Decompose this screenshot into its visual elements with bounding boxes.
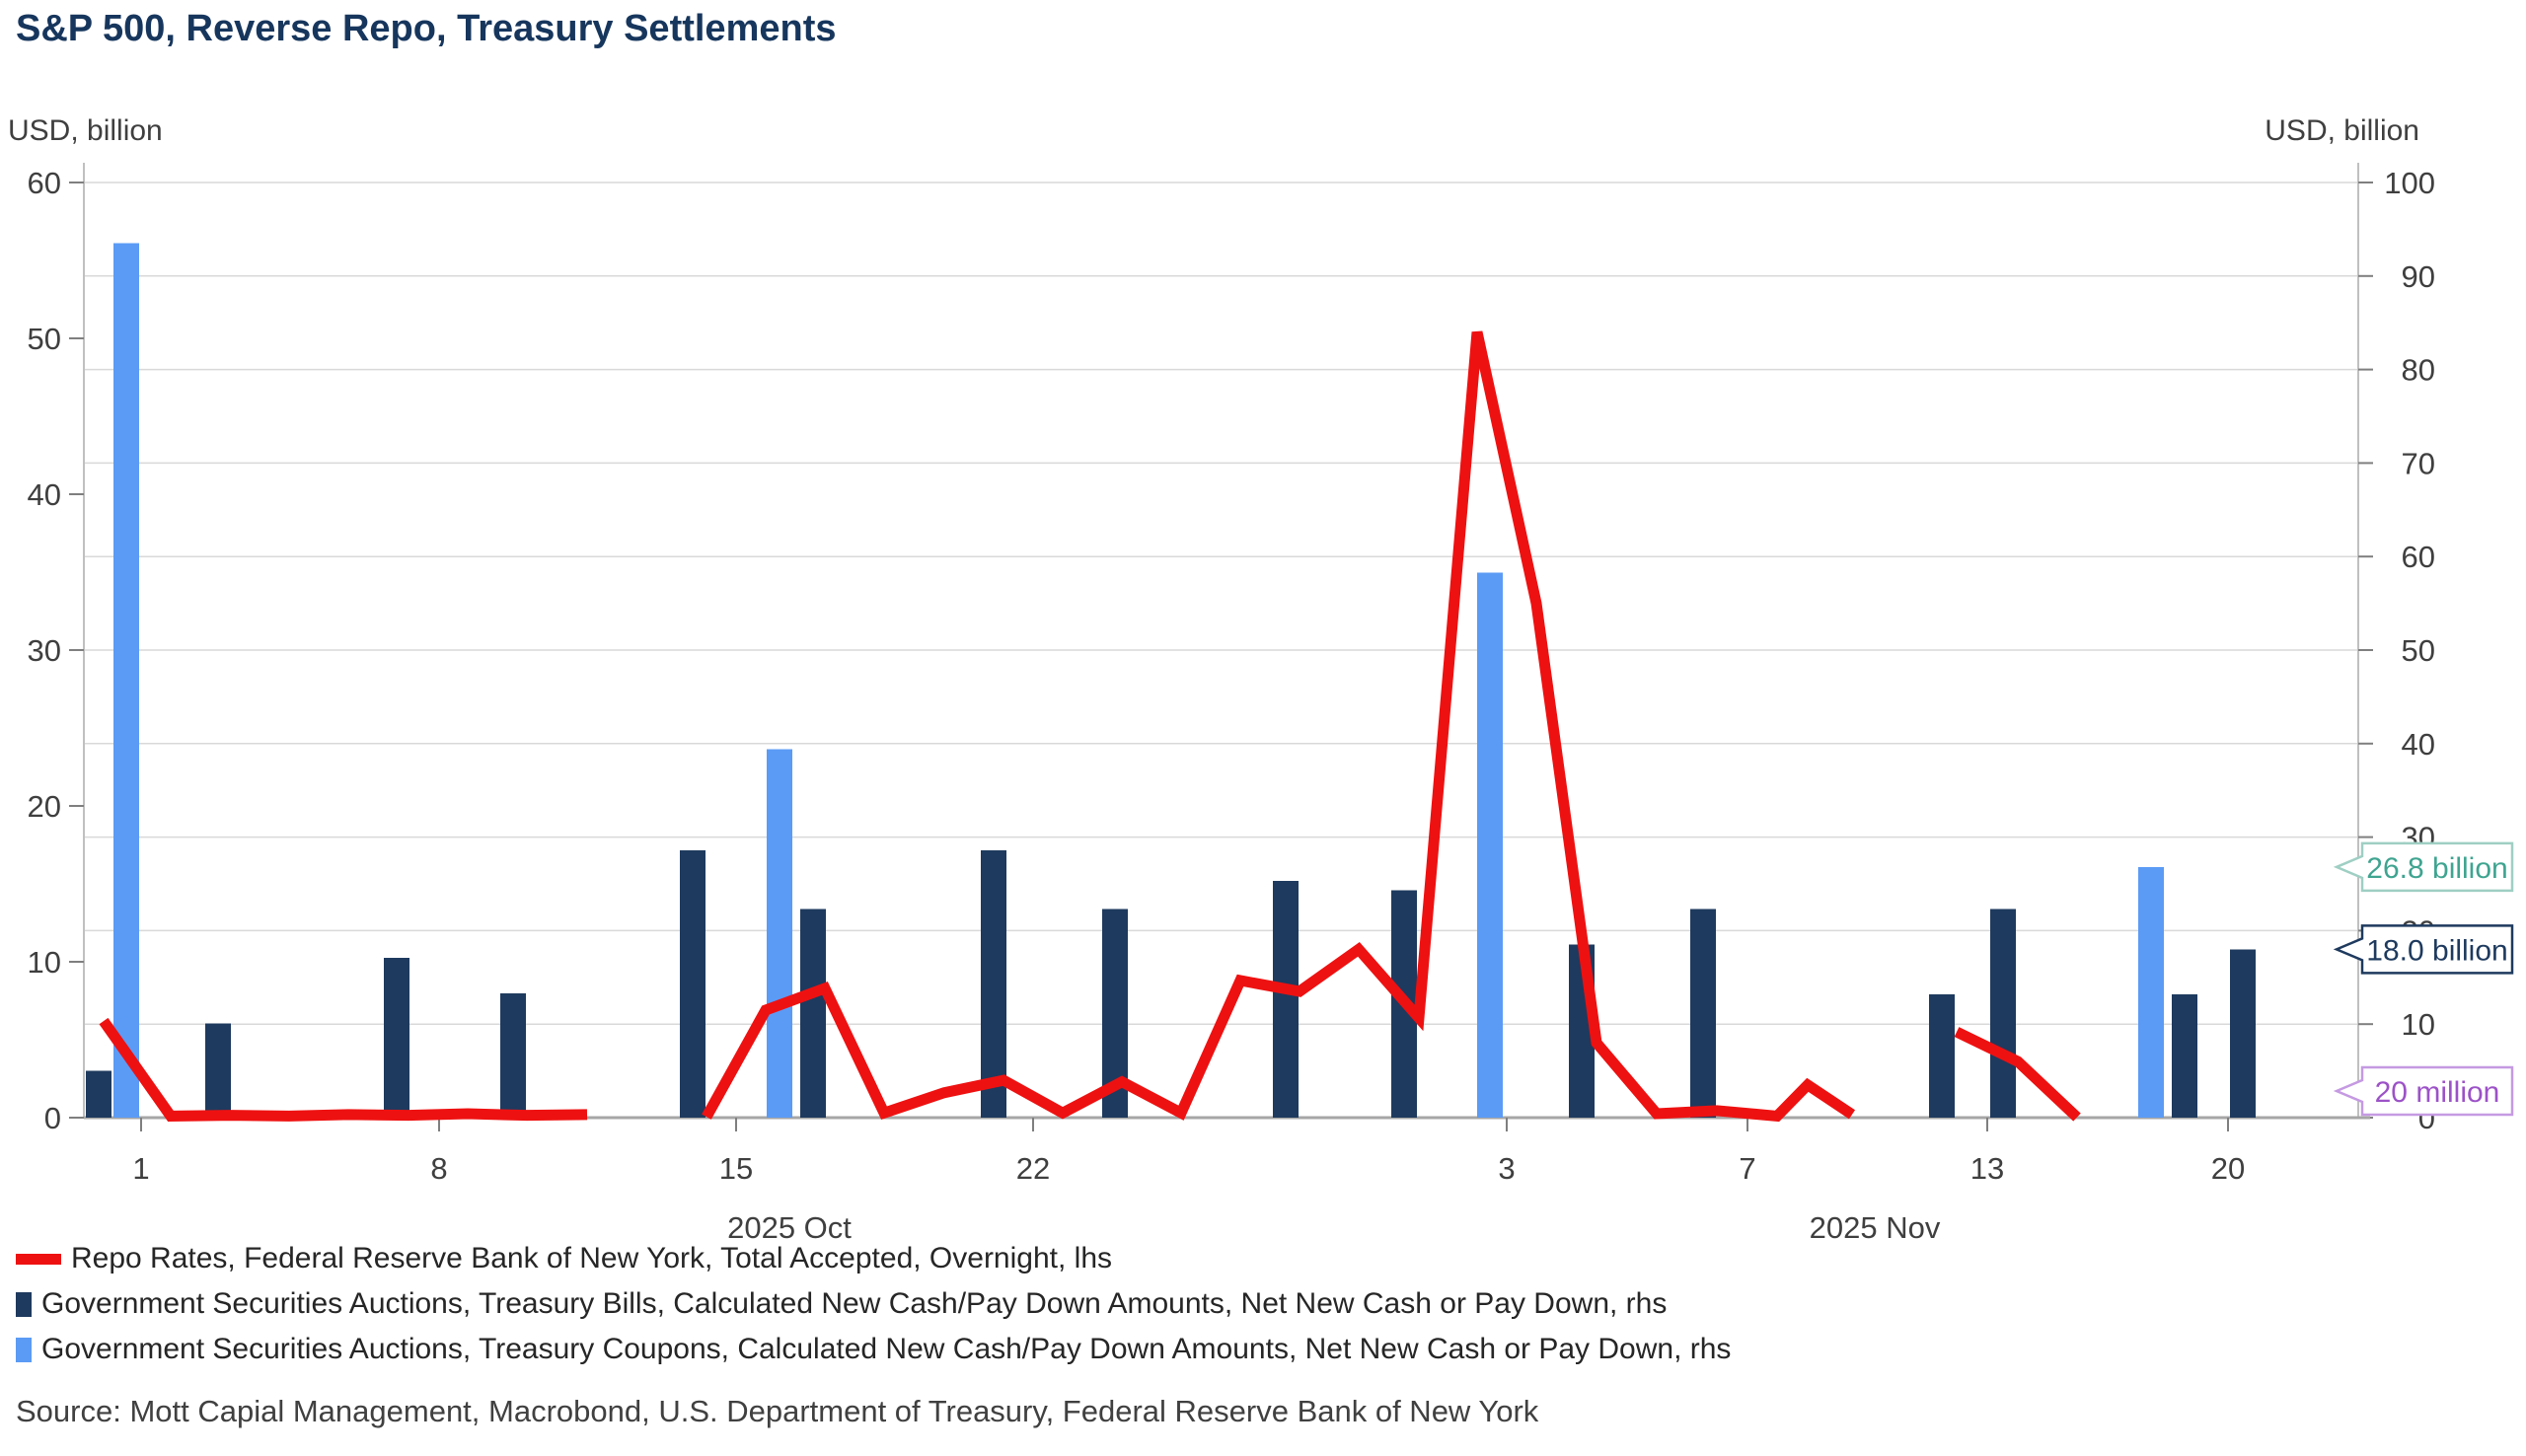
x-axis-tick-label: 20 bbox=[2211, 1151, 2245, 1186]
repo-rates-line bbox=[702, 330, 1856, 1123]
source-text: Source: Mott Capial Management, Macrobon… bbox=[16, 1394, 1539, 1428]
left-axis-tick-label: 50 bbox=[28, 322, 61, 356]
treasury-coupons-bar bbox=[2138, 866, 2164, 1118]
treasury-bills-bar bbox=[1990, 909, 2016, 1118]
legend-item-treasury-coupons: Government Securities Auctions, Treasury… bbox=[16, 1327, 1731, 1372]
left-axis-tick-label: 40 bbox=[28, 477, 61, 512]
treasury-bills-bar bbox=[800, 909, 826, 1118]
chart-plot-area: 0102030405060010203040506070809010018152… bbox=[28, 163, 2514, 1243]
treasury-bills-bar bbox=[1273, 881, 1299, 1118]
chart-legend: Repo Rates, Federal Reserve Bank of New … bbox=[16, 1236, 1731, 1372]
treasury-bills-bar bbox=[2172, 993, 2197, 1118]
value-callout-label: 26.8 billion bbox=[2366, 852, 2507, 885]
x-axis-tick-label: 22 bbox=[1016, 1151, 1050, 1186]
right-axis-tick-label: 10 bbox=[2402, 1007, 2435, 1042]
legend-item-label: Government Securities Auctions, Treasury… bbox=[41, 1287, 1668, 1320]
blue-bar-swatch-icon bbox=[16, 1337, 32, 1362]
value-callout-label: 20 million bbox=[2375, 1076, 2500, 1109]
right-axis-tick-label: 80 bbox=[2402, 353, 2435, 388]
treasury-bills-bar bbox=[2230, 949, 2256, 1118]
treasury-coupons-bar bbox=[767, 749, 792, 1118]
x-axis-tick-label: 15 bbox=[719, 1151, 753, 1186]
navy-bar-swatch-icon bbox=[16, 1291, 32, 1317]
chart-title: S&P 500, Reverse Repo, Treasury Settleme… bbox=[16, 8, 837, 49]
left-axis-tick-label: 0 bbox=[44, 1101, 61, 1135]
treasury-coupons-bar bbox=[1477, 572, 1503, 1118]
x-axis-tick-label: 8 bbox=[430, 1151, 447, 1186]
repo-rates-line bbox=[1954, 1027, 2081, 1122]
treasury-bills-bar bbox=[1929, 993, 1955, 1118]
right-axis-tick-label: 90 bbox=[2402, 259, 2435, 294]
left-axis-tick-label: 20 bbox=[28, 789, 61, 824]
left-axis-tick-label: 30 bbox=[28, 633, 61, 668]
legend-item-treasury-bills: Government Securities Auctions, Treasury… bbox=[16, 1281, 1731, 1327]
value-callout-flag bbox=[2333, 924, 2514, 975]
treasury-bills-bar bbox=[86, 1070, 111, 1118]
x-axis-tick-label: 13 bbox=[1970, 1151, 2004, 1186]
treasury-bills-bar bbox=[981, 849, 1006, 1118]
repo-rates-line bbox=[99, 1017, 588, 1122]
right-axis-tick-label: 70 bbox=[2402, 446, 2435, 480]
value-callout-flag bbox=[2333, 841, 2514, 893]
treasury-bills-bar bbox=[680, 849, 706, 1118]
right-axis-tick-label: 50 bbox=[2402, 633, 2435, 668]
right-axis-tick-label: 100 bbox=[2384, 166, 2435, 200]
legend-item-label: Repo Rates, Federal Reserve Bank of New … bbox=[71, 1242, 1113, 1274]
x-axis-tick-label: 1 bbox=[132, 1151, 149, 1186]
x-axis-month-label: 2025 Oct bbox=[727, 1210, 852, 1243]
left-axis-unit-label: USD, billion bbox=[8, 114, 163, 147]
left-axis-tick-label: 10 bbox=[28, 945, 61, 980]
right-axis-tick-label: 60 bbox=[2402, 540, 2435, 574]
right-axis-tick-label: 40 bbox=[2402, 727, 2435, 762]
left-axis-tick-label: 60 bbox=[28, 166, 61, 200]
x-axis-month-label: 2025 Nov bbox=[1810, 1210, 1941, 1243]
treasury-bills-bar bbox=[1690, 909, 1716, 1118]
treasury-bills-bar bbox=[384, 957, 409, 1118]
treasury-bills-bar bbox=[205, 1023, 231, 1118]
right-axis-unit-label: USD, billion bbox=[2265, 114, 2419, 147]
legend-item-label: Government Securities Auctions, Treasury… bbox=[41, 1333, 1732, 1365]
value-callout-flag bbox=[2333, 1065, 2514, 1117]
value-callout-label: 18.0 billion bbox=[2366, 934, 2507, 967]
treasury-coupons-bar bbox=[113, 243, 139, 1118]
x-axis-tick-label: 7 bbox=[1739, 1151, 1755, 1186]
treasury-bills-bar bbox=[500, 992, 526, 1118]
x-axis-tick-label: 3 bbox=[1498, 1151, 1515, 1186]
legend-item-repo-rates: Repo Rates, Federal Reserve Bank of New … bbox=[16, 1236, 1731, 1281]
red-line-swatch-icon bbox=[16, 1253, 61, 1265]
